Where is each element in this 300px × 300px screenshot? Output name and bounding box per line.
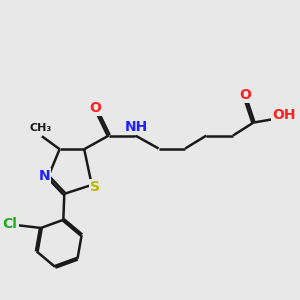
Text: OH: OH (272, 108, 296, 122)
Text: NH: NH (125, 120, 148, 134)
Text: O: O (239, 88, 251, 102)
Text: Cl: Cl (3, 217, 18, 231)
Text: N: N (38, 169, 50, 183)
Text: CH₃: CH₃ (29, 123, 51, 133)
Text: S: S (90, 180, 100, 194)
Text: O: O (89, 101, 101, 115)
